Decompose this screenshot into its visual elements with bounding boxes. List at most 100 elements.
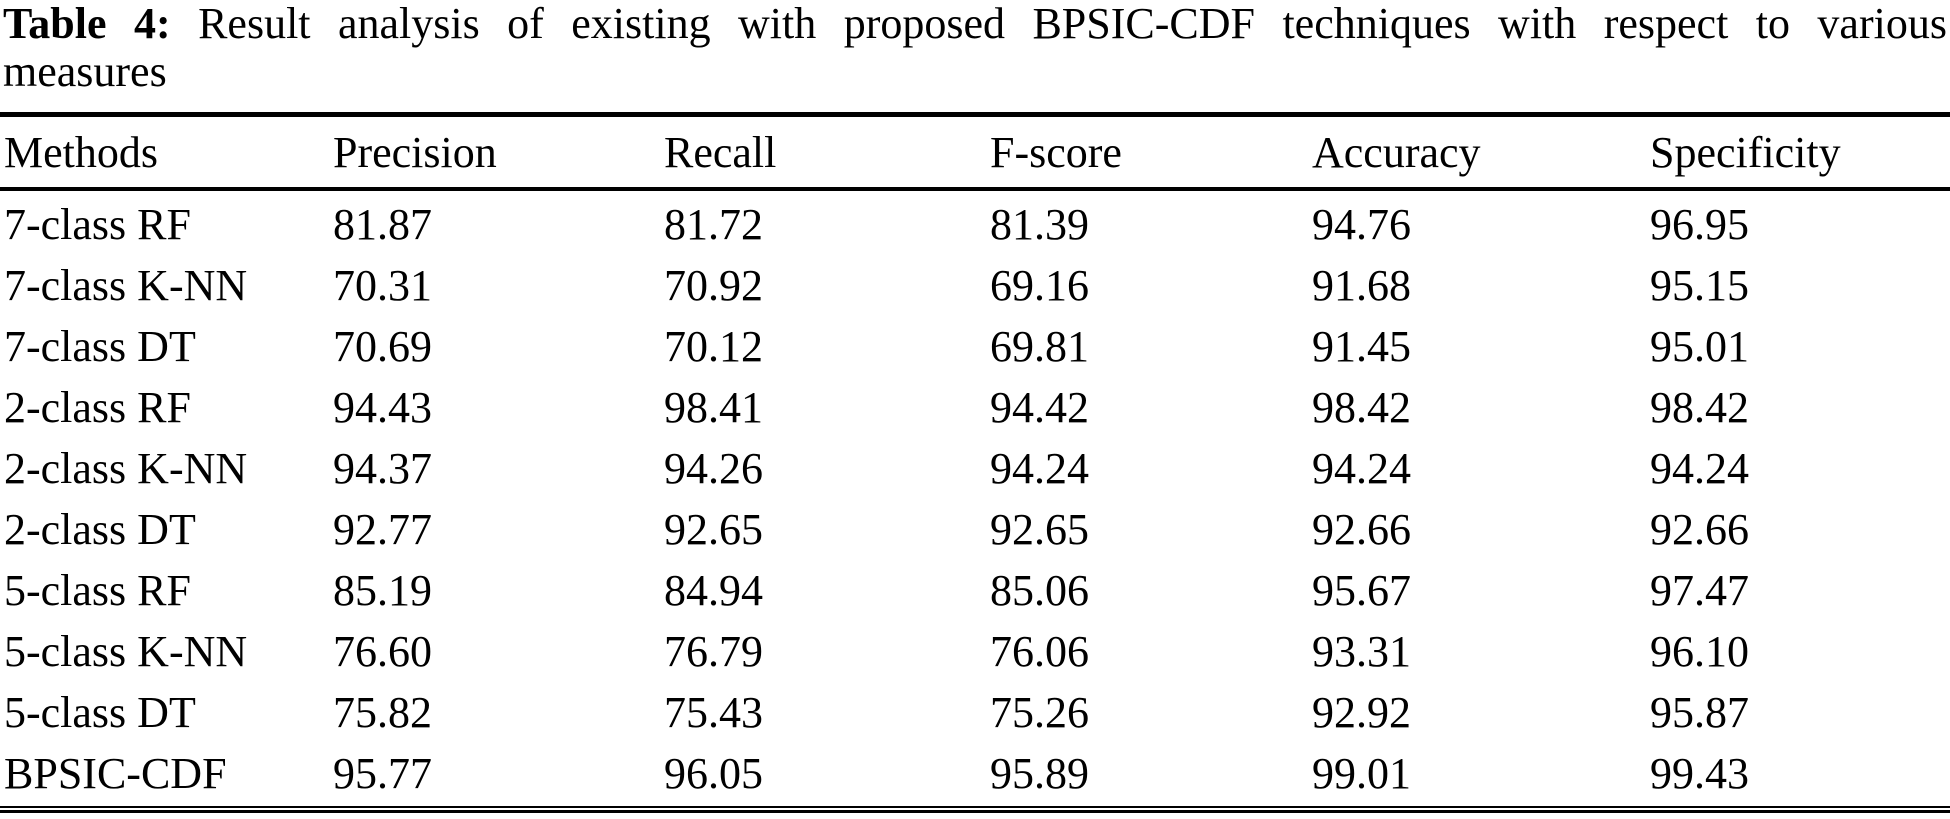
value-cell: 91.45 [1312,321,1411,371]
value-cell: 93.31 [1312,626,1411,676]
table-bottom-rule [0,806,1950,813]
value-cell: 94.24 [1312,443,1411,493]
caption-word: with [1498,0,1577,48]
value-cell: 85.19 [333,565,432,615]
method-cell: 2-class DT [4,504,196,554]
caption-word: proposed [843,0,1006,48]
value-cell: 76.60 [333,626,432,676]
value-cell: 81.39 [990,199,1089,249]
table-row: 2-class K-NN 94.37 94.26 94.24 94.24 94.24 [0,435,1950,496]
value-cell: 98.42 [1312,382,1411,432]
column-header-precision: Precision [333,117,664,191]
value-cell: 96.10 [1650,626,1749,676]
value-cell: 95.87 [1650,687,1749,737]
value-cell: 95.89 [990,748,1089,798]
value-cell: 94.24 [1650,443,1749,493]
method-cell: 7-class DT [4,321,196,371]
column-header-accuracy: Accuracy [1312,117,1650,191]
value-cell: 92.77 [333,504,432,554]
table-row: 5-class RF 85.19 84.94 85.06 95.67 97.47 [0,557,1950,618]
table-row: BPSIC-CDF 95.77 96.05 95.89 99.01 99.43 [0,740,1950,801]
caption-word: of [507,0,544,48]
value-cell: 94.24 [990,443,1089,493]
value-cell: 92.66 [1312,504,1411,554]
method-cell: BPSIC-CDF [4,748,227,798]
bottom-rule-thick-line [0,810,1950,813]
method-cell: 5-class K-NN [4,626,248,676]
value-cell: 75.26 [990,687,1089,737]
value-cell: 95.67 [1312,565,1411,615]
header-row: Methods Precision Recall F-score Accuracy Spe… [0,117,1950,191]
value-cell: 70.31 [333,260,432,310]
caption-word: BPSIC-CDF [1032,0,1255,48]
value-cell: 99.01 [1312,748,1411,798]
value-cell: 92.65 [664,504,763,554]
caption-word: various [1817,0,1947,48]
method-cell: 5-class RF [4,565,191,615]
table-top-rule [0,112,1950,117]
method-cell: 2-class RF [4,382,191,432]
caption-word: techniques [1282,0,1471,48]
value-cell: 95.01 [1650,321,1749,371]
table-caption: Table 4: Result analysis of existing with propo… [3,0,1947,96]
caption-word: respect [1603,0,1729,48]
value-cell: 94.37 [333,443,432,493]
value-cell: 94.26 [664,443,763,493]
method-cell: 7-class K-NN [4,260,248,310]
value-cell: 96.05 [664,748,763,798]
caption-word: 4: [133,0,171,48]
value-cell: 76.79 [664,626,763,676]
table-row: 7-class DT 70.69 70.12 69.81 91.45 95.01 [0,313,1950,374]
method-cell: 5-class DT [4,687,196,737]
results-table: Methods Precision Recall F-score Accuracy Spe… [0,117,1950,801]
column-header-f-score: F-score [990,117,1312,191]
value-cell: 98.42 [1650,382,1749,432]
table-row: 7-class K-NN 70.31 70.92 69.16 91.68 95.15 [0,252,1950,313]
value-cell: 70.92 [664,260,763,310]
value-cell: 92.65 [990,504,1089,554]
bottom-rule-thin-line [0,806,1950,808]
table-row: 5-class K-NN 76.60 76.79 76.06 93.31 96.10 [0,618,1950,679]
value-cell: 92.92 [1312,687,1411,737]
table-caption-line1: Table 4: Result analysis of existing with propo… [3,0,1947,48]
value-cell: 81.72 [664,199,763,249]
value-cell: 98.41 [664,382,763,432]
value-cell: 69.16 [990,260,1089,310]
value-cell: 85.06 [990,565,1089,615]
caption-word: analysis [337,0,480,48]
value-cell: 81.87 [333,199,432,249]
value-cell: 91.68 [1312,260,1411,310]
caption-word: existing [571,0,711,48]
method-cell: 7-class RF [4,199,191,249]
value-cell: 70.12 [664,321,763,371]
value-cell: 96.95 [1650,199,1749,249]
value-cell: 76.06 [990,626,1089,676]
value-cell: 94.76 [1312,199,1411,249]
value-cell: 92.66 [1650,504,1749,554]
caption-word: to [1755,0,1790,48]
value-cell: 75.82 [333,687,432,737]
column-header-specificity: Specificity [1650,117,1950,191]
value-cell: 84.94 [664,565,763,615]
caption-word: with [738,0,817,48]
method-cell: 2-class K-NN [4,443,248,493]
value-cell: 97.47 [1650,565,1749,615]
value-cell: 95.15 [1650,260,1749,310]
value-cell: 70.69 [333,321,432,371]
value-cell: 75.43 [664,687,763,737]
table-row: 2-class RF 94.43 98.41 94.42 98.42 98.42 [0,374,1950,435]
results-table-body: 7-class RF 81.87 81.72 81.39 94.76 96.95 7-cla… [0,189,1950,801]
table-row: 7-class RF 81.87 81.72 81.39 94.76 96.95 [0,189,1950,252]
value-cell: 99.43 [1650,748,1749,798]
value-cell: 94.42 [990,382,1089,432]
column-header-methods: Methods [0,117,333,191]
value-cell: 94.43 [333,382,432,432]
column-header-recall: Recall [664,117,990,191]
table-caption-line2: measures [3,47,167,96]
table-row: 5-class DT 75.82 75.43 75.26 92.92 95.87 [0,679,1950,740]
value-cell: 69.81 [990,321,1089,371]
caption-word: Result [198,0,311,48]
caption-word: Table [3,0,107,48]
value-cell: 95.77 [333,748,432,798]
